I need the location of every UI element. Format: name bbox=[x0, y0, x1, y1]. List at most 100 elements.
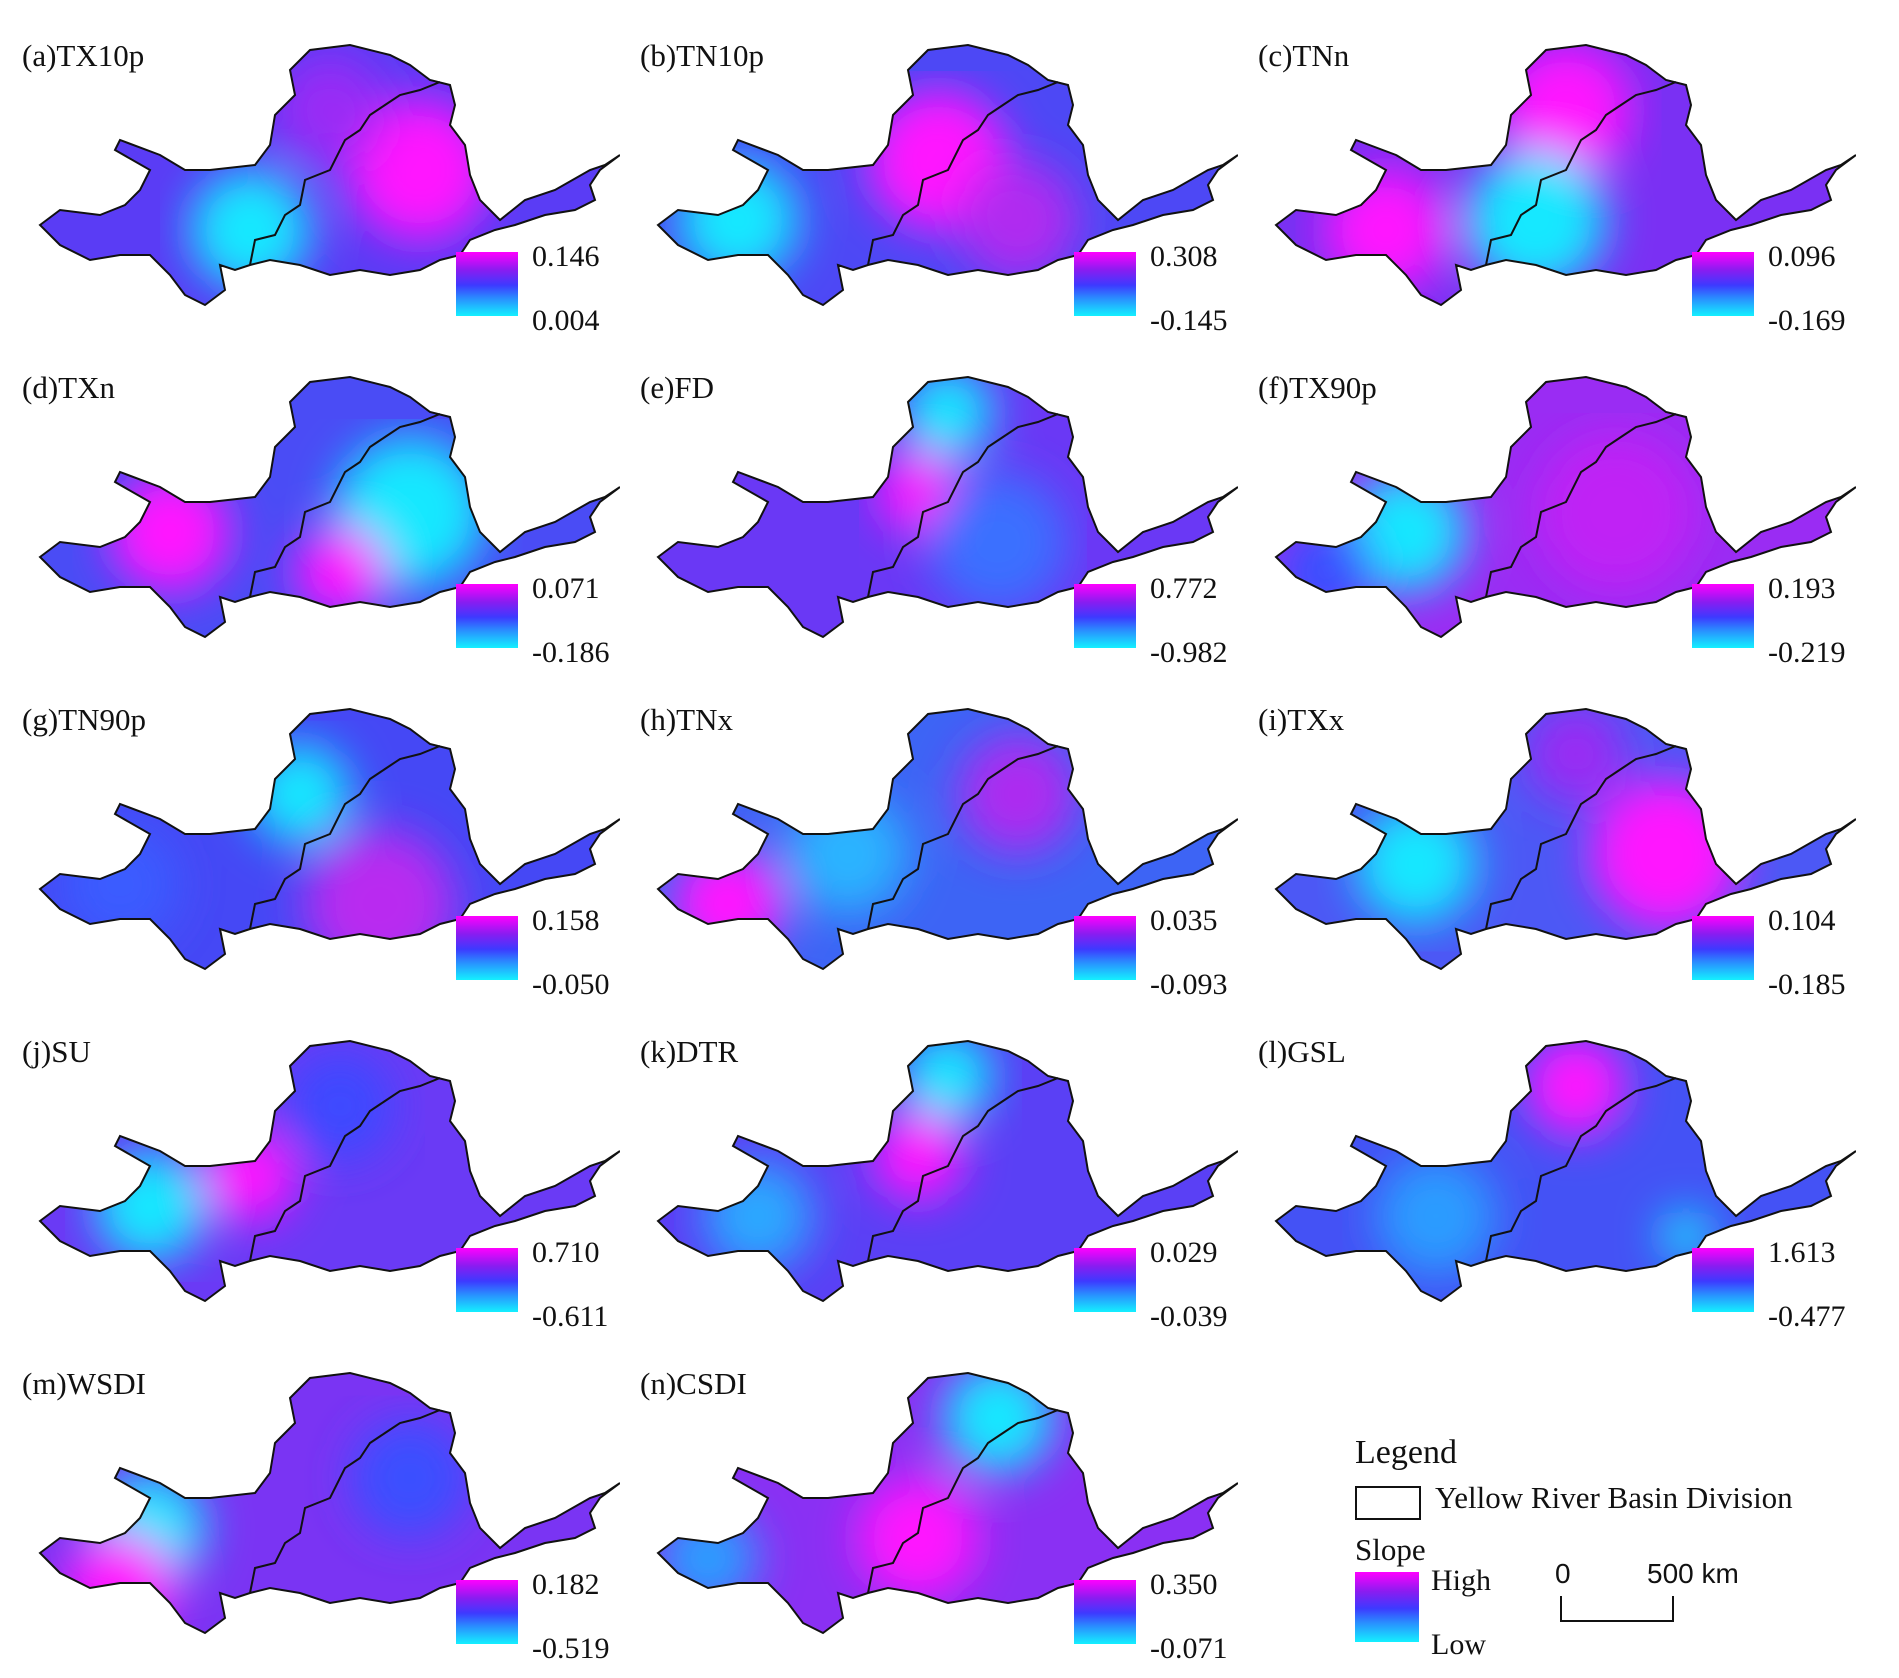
ramp-max-value: 0.193 bbox=[1768, 572, 1836, 605]
panel-color-ramp bbox=[456, 584, 518, 648]
basin-map bbox=[1274, 43, 1856, 307]
panel-title: (f)TX90p bbox=[1258, 370, 1377, 405]
ramp-max-value: 0.772 bbox=[1150, 572, 1218, 605]
slope-hotspot bbox=[903, 377, 993, 457]
basin-outline bbox=[656, 375, 1238, 639]
map-panel: (b)TN10p 0.308 -0.145 bbox=[618, 20, 1238, 350]
ramp-max-value: 0.710 bbox=[532, 1236, 600, 1269]
basin-map bbox=[1274, 1039, 1856, 1303]
basin-division-line bbox=[1485, 1077, 1677, 1262]
map-panel: (h)TNx 0.035 -0.093 bbox=[618, 684, 1238, 1014]
basin-division-line bbox=[249, 1409, 441, 1594]
ramp-max-value: 0.071 bbox=[532, 572, 600, 605]
slope-hotspot bbox=[190, 170, 310, 290]
slope-hotspot bbox=[1526, 1041, 1626, 1136]
panel-color-ramp bbox=[1074, 252, 1136, 316]
basin-division-label: Yellow River Basin Division bbox=[1435, 1480, 1793, 1515]
basin-division-line bbox=[867, 1409, 1059, 1594]
basin-map bbox=[38, 707, 620, 971]
ramp-min-value: -0.050 bbox=[532, 968, 610, 1001]
ramp-min-value: -0.186 bbox=[532, 636, 610, 669]
basin-division-line bbox=[1485, 81, 1677, 266]
slope-hotspot bbox=[1466, 150, 1606, 290]
panel-title: (m)WSDI bbox=[22, 1366, 146, 1401]
panel-color-ramp bbox=[1692, 916, 1754, 980]
map-panel: (e)FD 0.772 -0.982 bbox=[618, 352, 1238, 682]
slope-hotspot bbox=[788, 794, 908, 914]
legend: Legend Yellow River Basin Division Slope… bbox=[1355, 1420, 1875, 1661]
slope-hotspot bbox=[903, 1041, 993, 1121]
panel-title: (h)TNx bbox=[640, 702, 733, 737]
panel-title: (l)GSL bbox=[1258, 1034, 1346, 1069]
panel-title: (i)TXx bbox=[1258, 702, 1345, 737]
panel-color-ramp bbox=[1074, 1580, 1136, 1644]
ramp-max-value: 0.350 bbox=[1150, 1568, 1218, 1601]
panel-color-ramp bbox=[456, 252, 518, 316]
map-panel: (i)TXx 0.104 -0.185 bbox=[1236, 684, 1856, 1014]
ramp-max-value: 0.029 bbox=[1150, 1236, 1218, 1269]
slope-hotspot bbox=[958, 734, 1078, 854]
map-panel: (f)TX90p 0.193 -0.219 bbox=[1236, 352, 1856, 682]
slope-surface bbox=[40, 1373, 620, 1633]
slope-hotspot bbox=[958, 160, 1078, 280]
ramp-max-value: 0.308 bbox=[1150, 240, 1218, 273]
panel-title: (a)TX10p bbox=[22, 38, 145, 73]
panel-color-ramp bbox=[456, 916, 518, 980]
ramp-max-value: 0.096 bbox=[1768, 240, 1836, 273]
basin-outline bbox=[38, 707, 620, 971]
slope-hotspot bbox=[205, 1131, 295, 1221]
ramp-min-value: 0.004 bbox=[532, 304, 600, 337]
map-panel: (j)SU 0.710 -0.611 bbox=[0, 1016, 620, 1346]
map-panel: (l)GSL 1.613 -0.477 bbox=[1236, 1016, 1856, 1346]
ramp-min-value: -0.145 bbox=[1150, 304, 1228, 337]
slope-low-label: Low bbox=[1431, 1628, 1486, 1661]
slope-hotspot bbox=[1526, 709, 1626, 804]
basin-map bbox=[1274, 375, 1856, 639]
slope-hotspot bbox=[858, 1478, 978, 1598]
slope-hotspot bbox=[1326, 170, 1446, 290]
slope-surface bbox=[658, 45, 1238, 305]
basin-map bbox=[656, 375, 1238, 639]
slope-hotspot bbox=[285, 1051, 395, 1161]
slope-hotspot bbox=[275, 55, 385, 165]
map-panel: (c)TNn 0.096 -0.169 bbox=[1236, 20, 1856, 350]
basin-map bbox=[38, 43, 620, 307]
map-panel: (d)TXn 0.071 -0.186 bbox=[0, 352, 620, 682]
slope-hotspot bbox=[1536, 432, 1696, 592]
basin-division-line bbox=[867, 81, 1059, 266]
slope-hotspot bbox=[678, 160, 798, 280]
slope-hotspot bbox=[350, 100, 490, 240]
panel-title: (e)FD bbox=[640, 370, 715, 405]
slope-hotspot bbox=[350, 1418, 470, 1538]
slope-hotspot bbox=[305, 829, 455, 969]
basin-division-line bbox=[1485, 745, 1677, 930]
basin-outline bbox=[1274, 43, 1856, 307]
basin-division-line bbox=[867, 413, 1059, 598]
ramp-max-value: 0.104 bbox=[1768, 904, 1836, 937]
ramp-min-value: -0.611 bbox=[532, 1300, 609, 1333]
ramp-max-value: 0.035 bbox=[1150, 904, 1218, 937]
panel-color-ramp bbox=[456, 1580, 518, 1644]
ramp-min-value: -0.519 bbox=[532, 1632, 610, 1665]
panel-color-ramp bbox=[1074, 584, 1136, 648]
ramp-max-value: 0.182 bbox=[532, 1568, 600, 1601]
ramp-min-value: -0.169 bbox=[1768, 304, 1846, 337]
panel-color-ramp bbox=[456, 1248, 518, 1312]
slope-hotspot bbox=[673, 849, 783, 959]
panel-color-ramp bbox=[1074, 1248, 1136, 1312]
slope-surface bbox=[658, 1041, 1238, 1301]
slope-surface bbox=[40, 45, 620, 305]
basin-outline bbox=[1274, 375, 1856, 639]
ramp-min-value: -0.071 bbox=[1150, 1632, 1228, 1665]
panel-color-ramp bbox=[1692, 1248, 1754, 1312]
ramp-min-value: -0.219 bbox=[1768, 636, 1846, 669]
ramp-max-value: 1.613 bbox=[1768, 1236, 1836, 1269]
basin-map bbox=[38, 375, 620, 639]
basin-map bbox=[38, 1039, 620, 1303]
slope-hotspot bbox=[1591, 779, 1741, 929]
panel-color-ramp bbox=[1692, 584, 1754, 648]
basin-division-line bbox=[249, 413, 441, 598]
ramp-min-value: -0.093 bbox=[1150, 968, 1228, 1001]
map-panel: (a)TX10p 0.146 0.004 bbox=[0, 20, 620, 350]
slope-hotspot bbox=[60, 824, 180, 944]
